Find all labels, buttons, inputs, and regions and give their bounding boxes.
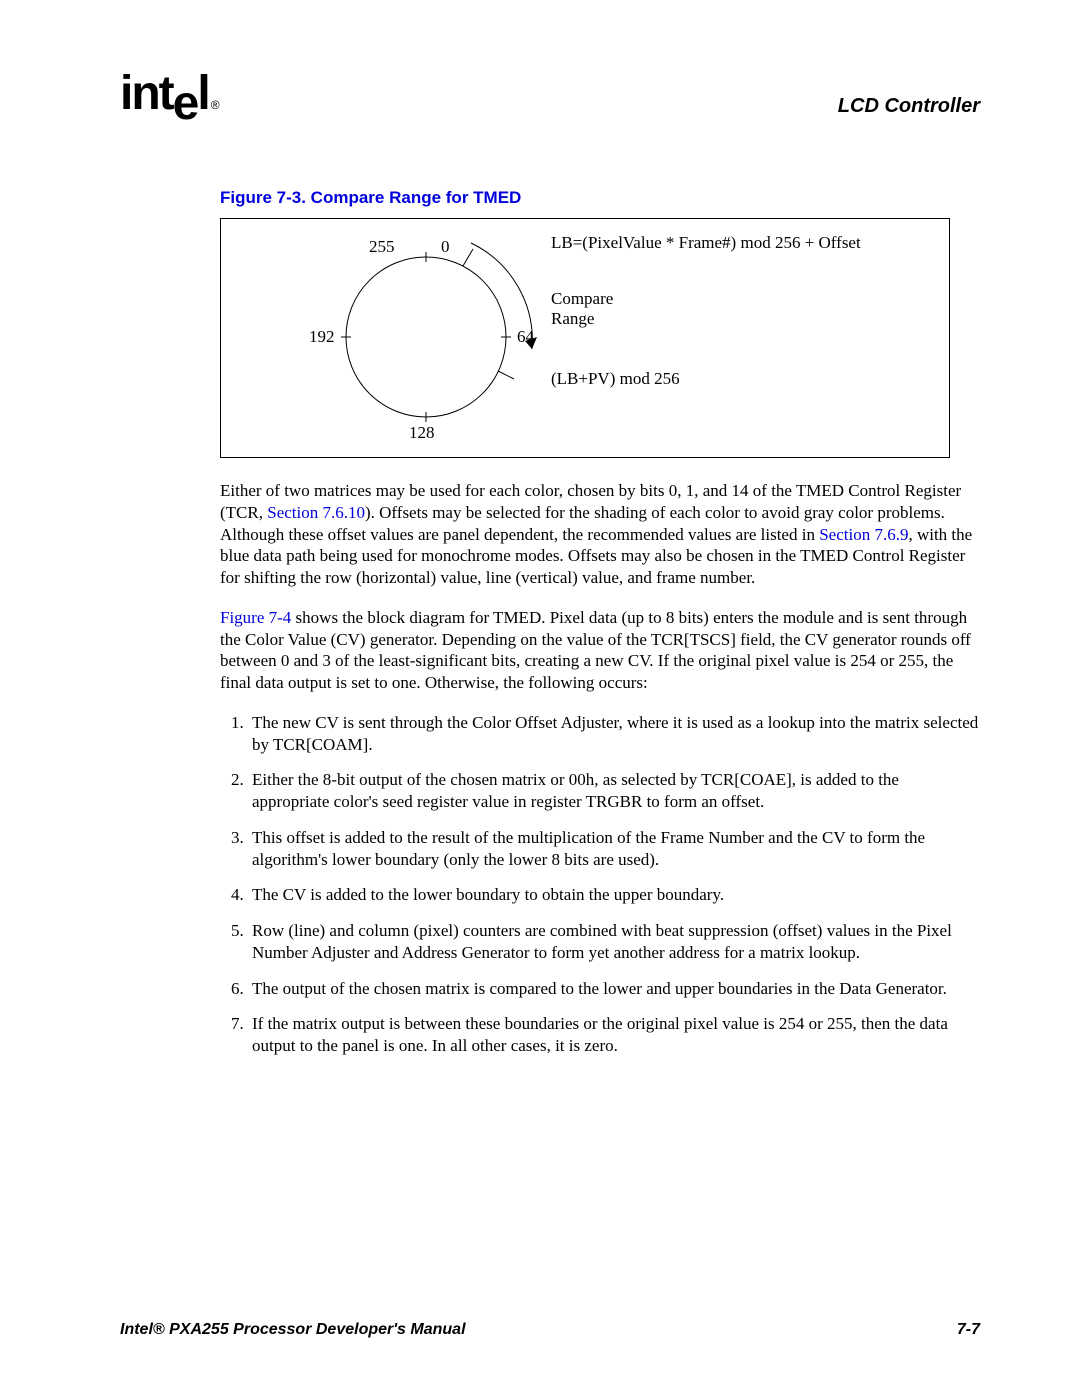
formula-lb: LB=(PixelValue * Frame#) mod 256 + Offse…: [551, 233, 861, 253]
registered-mark: ®: [211, 98, 218, 112]
step-7: If the matrix output is between these bo…: [248, 1013, 980, 1057]
page: intel® LCD Controller Figure 7-3. Compar…: [0, 0, 1080, 1397]
formula-lbpv: (LB+PV) mod 256: [551, 369, 680, 389]
steps-list: The new CV is sent through the Color Off…: [220, 712, 980, 1057]
circle-label-64: 64: [517, 327, 534, 347]
step-5: Row (line) and column (pixel) counters a…: [248, 920, 980, 964]
page-footer: Intel® PXA255 Processor Developer's Manu…: [120, 1321, 980, 1339]
figure-caption: Figure 7-3. Compare Range for TMED: [220, 188, 980, 208]
circle-label-0: 0: [441, 237, 450, 257]
step-6: The output of the chosen matrix is compa…: [248, 978, 980, 1000]
link-section-7-6-10[interactable]: Section 7.6.10: [267, 503, 365, 522]
paragraph-2: Figure 7-4 shows the block diagram for T…: [220, 607, 980, 694]
step-2: Either the 8-bit output of the chosen ma…: [248, 769, 980, 813]
circle-label-128: 128: [409, 423, 435, 443]
intel-logo: intel®: [120, 70, 218, 118]
circle-label-255: 255: [369, 237, 395, 257]
label-compare-range: Compare Range: [551, 289, 613, 329]
link-section-7-6-9[interactable]: Section 7.6.9: [819, 525, 908, 544]
paragraph-1: Either of two matrices may be used for e…: [220, 480, 980, 589]
figure-box: 0 255 64 192 128 LB=(PixelValue * Frame#…: [220, 218, 950, 458]
step-3: This offset is added to the result of th…: [248, 827, 980, 871]
footer-left: Intel® PXA255 Processor Developer's Manu…: [120, 1321, 466, 1339]
link-figure-7-4[interactable]: Figure 7-4: [220, 608, 291, 627]
footer-right: 7-7: [957, 1321, 980, 1339]
step-1: The new CV is sent through the Color Off…: [248, 712, 980, 756]
page-header: intel® LCD Controller: [120, 70, 980, 118]
circle-label-192: 192: [309, 327, 335, 347]
step-4: The CV is added to the lower boundary to…: [248, 884, 980, 906]
section-title: LCD Controller: [838, 95, 980, 118]
